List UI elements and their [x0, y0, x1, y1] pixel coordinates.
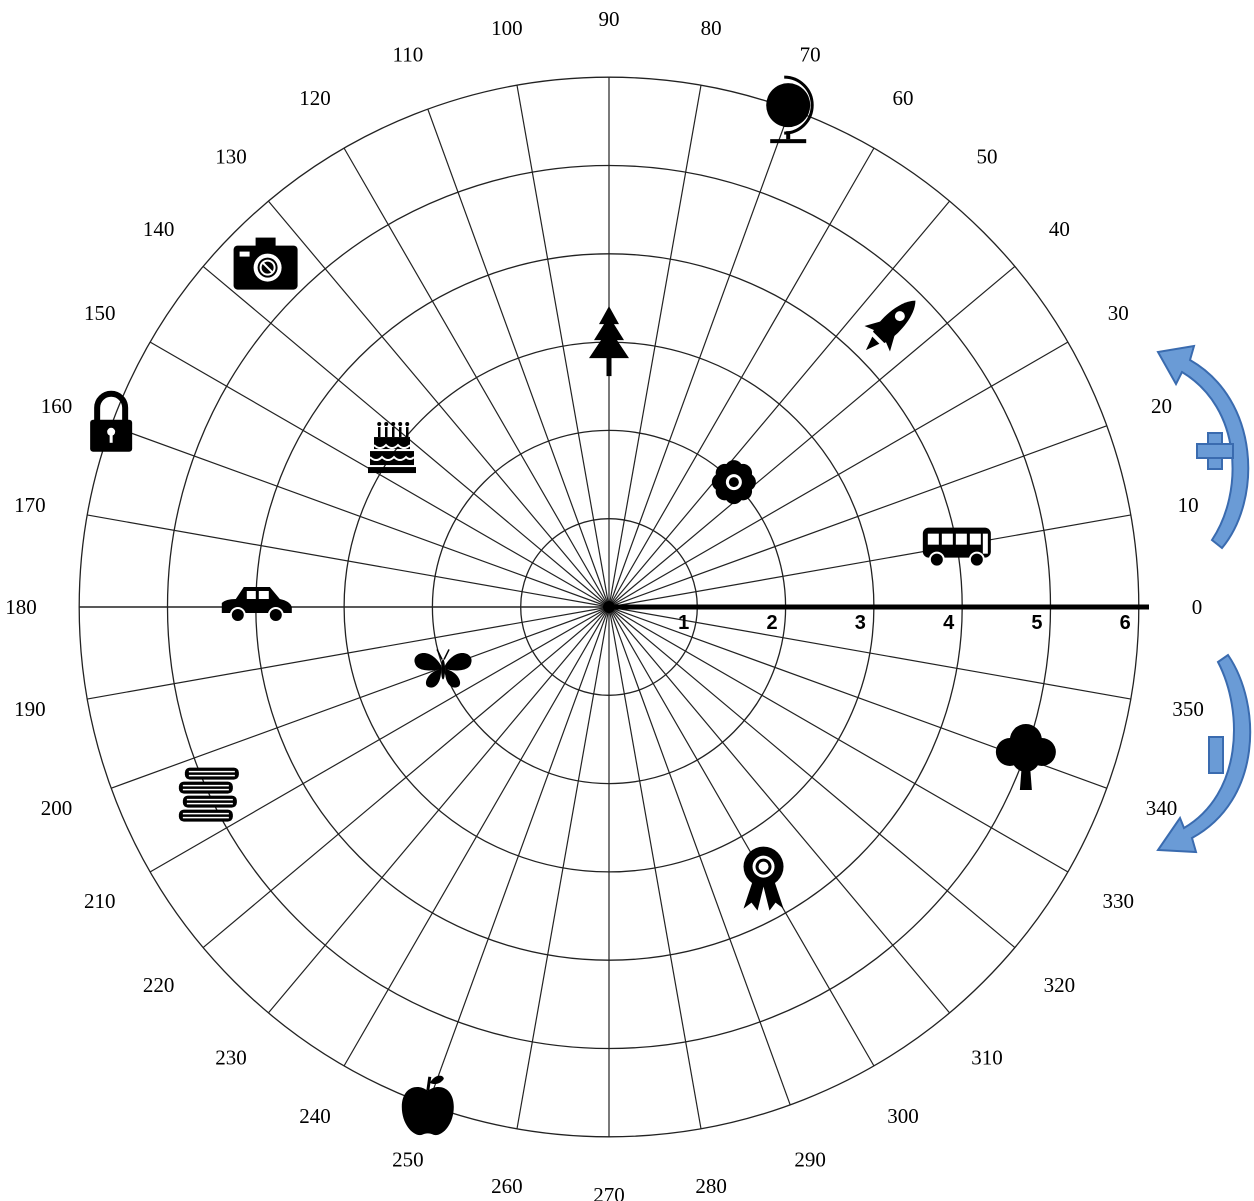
angle-label-350: 350	[1172, 697, 1204, 721]
angle-label-170: 170	[14, 493, 46, 517]
radial-line-140	[202, 265, 610, 608]
radial-line-170	[86, 514, 610, 608]
radial-line-30	[608, 341, 1069, 608]
radial-line-210	[149, 606, 610, 873]
angle-label-160: 160	[41, 394, 73, 418]
radial-line-110	[427, 108, 610, 608]
car-icon	[221, 587, 292, 623]
radial-line-300	[608, 606, 875, 1067]
angle-label-70: 70	[800, 42, 821, 66]
bus-icon	[922, 527, 991, 568]
angle-label-90: 90	[599, 7, 620, 31]
radial-line-240	[343, 606, 610, 1067]
minus-sign-icon	[1208, 736, 1224, 774]
angle-label-200: 200	[41, 796, 73, 820]
positive-rotation-indicator: +	[1156, 344, 1250, 550]
radial-line-70	[608, 108, 791, 608]
cake-icon	[368, 422, 417, 474]
angle-label-20: 20	[1151, 394, 1172, 418]
radial-line-50	[608, 200, 951, 608]
radial-line-230	[267, 606, 610, 1014]
angle-label-270: 270	[593, 1183, 625, 1201]
radial-line-40	[608, 265, 1016, 608]
angle-label-40: 40	[1049, 217, 1070, 241]
camera-icon	[233, 237, 298, 290]
angle-label-120: 120	[299, 86, 331, 110]
angle-label-230: 230	[215, 1045, 247, 1069]
angle-label-340: 340	[1146, 796, 1178, 820]
oak-tree-icon	[995, 724, 1056, 791]
tree-icon	[589, 306, 629, 377]
radial-line-160	[110, 425, 610, 608]
polar-grid	[78, 76, 1140, 1138]
butterfly-icon	[414, 649, 472, 688]
ring-label-2: 2	[766, 612, 777, 634]
angle-label-140: 140	[143, 217, 175, 241]
radial-line-220	[202, 606, 610, 949]
angle-label-110: 110	[393, 42, 424, 66]
radial-line-200	[110, 606, 610, 789]
radial-line-310	[608, 606, 951, 1014]
radial-line-330	[608, 606, 1069, 873]
angle-label-10: 10	[1178, 493, 1199, 517]
angle-label-50: 50	[976, 145, 997, 169]
angle-label-150: 150	[84, 301, 116, 325]
ring-label-6: 6	[1120, 612, 1131, 634]
rocket-icon	[864, 300, 916, 352]
radial-line-60	[608, 147, 875, 608]
angle-label-0: 0	[1192, 595, 1203, 619]
books-icon	[178, 767, 239, 822]
radial-line-100	[516, 84, 610, 608]
angle-label-290: 290	[794, 1148, 826, 1172]
angle-label-130: 130	[215, 145, 247, 169]
angle-label-310: 310	[971, 1045, 1003, 1069]
angle-label-330: 330	[1102, 889, 1134, 913]
radial-line-20	[608, 425, 1108, 608]
angle-label-190: 190	[14, 697, 46, 721]
angle-label-80: 80	[701, 16, 722, 40]
angle-label-300: 300	[887, 1104, 919, 1128]
radial-line-280	[608, 606, 702, 1130]
angle-label-320: 320	[1044, 973, 1076, 997]
angle-labels: 0 10 20 30 40 50 60 70 80 90 100 110 120 130 140 150 160…	[5, 7, 1204, 1201]
radial-line-150	[149, 341, 610, 608]
radial-line-290	[608, 606, 791, 1106]
radial-line-80	[608, 84, 702, 608]
counterclockwise-arrow	[1156, 344, 1250, 550]
icons-layer	[90, 75, 1056, 1136]
radial-line-130	[267, 200, 610, 608]
radial-line-120	[343, 147, 610, 608]
angle-label-180: 180	[5, 595, 37, 619]
plus-sign-icon	[1196, 432, 1234, 470]
angle-label-250: 250	[392, 1148, 424, 1172]
radial-line-250	[427, 606, 610, 1106]
ring-label-1: 1	[678, 612, 689, 634]
angle-label-30: 30	[1108, 301, 1129, 325]
negative-rotation-indicator: −	[1156, 653, 1252, 854]
radial-line-320	[608, 606, 1016, 949]
ring-labels: 1 2 3 4 5 6	[678, 612, 1131, 634]
angle-label-60: 60	[893, 86, 914, 110]
apple-icon	[401, 1075, 454, 1136]
ring-label-5: 5	[1031, 612, 1042, 634]
angle-label-100: 100	[491, 16, 523, 40]
radial-line-350	[608, 606, 1132, 700]
angle-label-240: 240	[299, 1104, 331, 1128]
clockwise-arrow	[1156, 653, 1252, 854]
flower-icon	[711, 460, 756, 505]
angle-label-210: 210	[84, 889, 116, 913]
lock-icon	[90, 390, 133, 452]
angle-label-280: 280	[695, 1174, 727, 1198]
radial-line-260	[516, 606, 610, 1130]
globe-icon	[766, 75, 814, 144]
ring-label-3: 3	[855, 612, 866, 634]
radial-line-10	[608, 514, 1132, 608]
ribbon-icon	[743, 846, 784, 911]
ring-label-4: 4	[943, 612, 955, 634]
angle-label-220: 220	[143, 973, 175, 997]
angle-label-260: 260	[491, 1174, 523, 1198]
radial-line-190	[86, 606, 610, 700]
